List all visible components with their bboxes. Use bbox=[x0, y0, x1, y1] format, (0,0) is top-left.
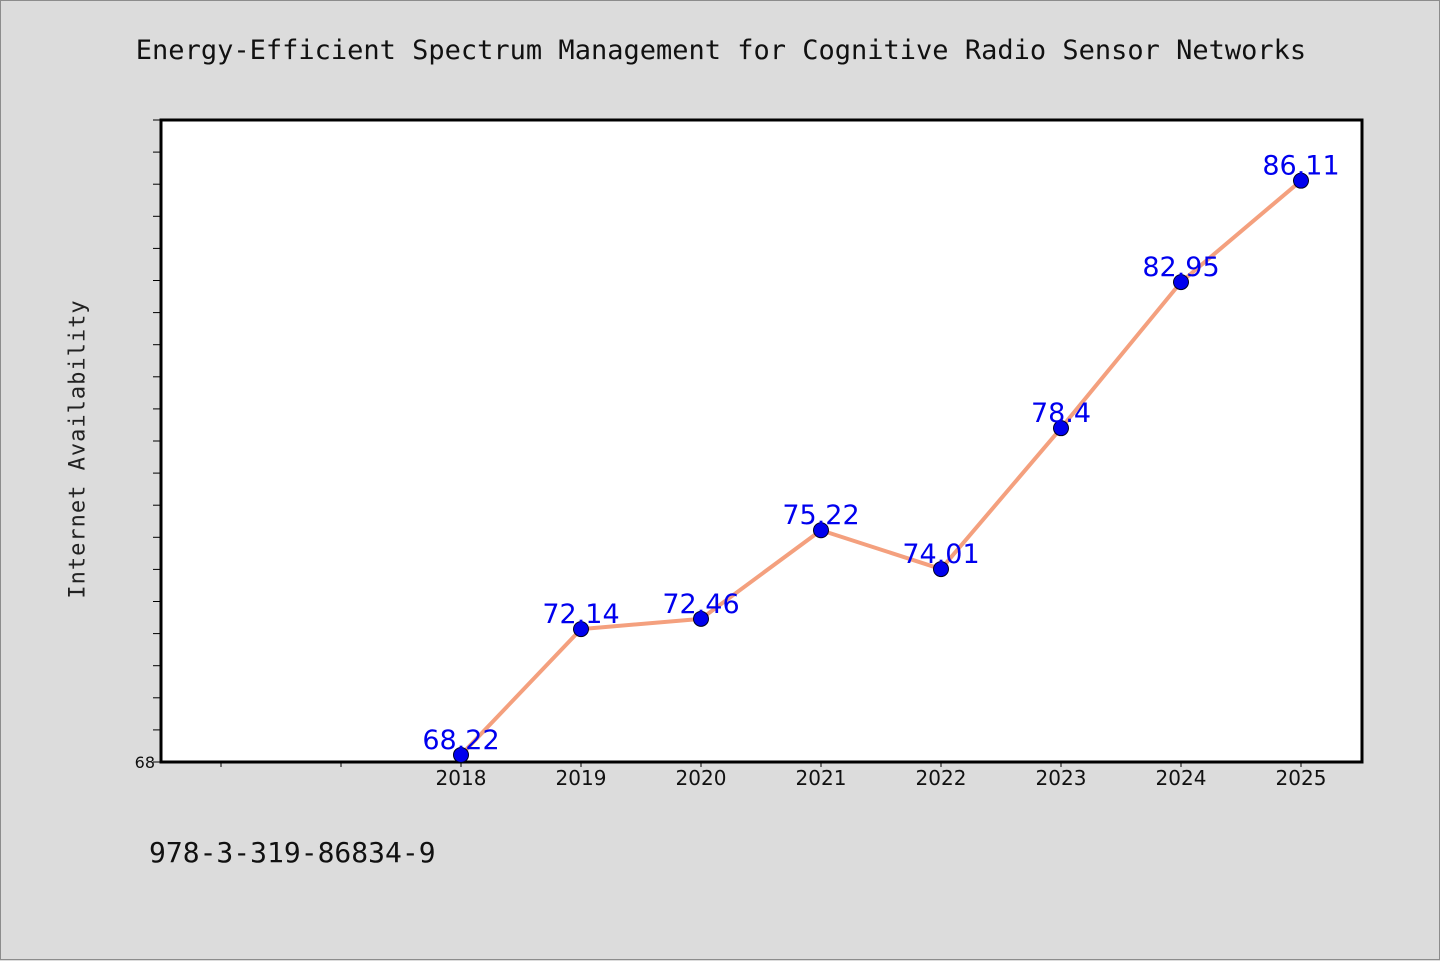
x-tick-label: 2020 bbox=[676, 766, 727, 790]
y-axis-ticks: 68 bbox=[135, 119, 161, 772]
x-tick-label: 2024 bbox=[1156, 766, 1207, 790]
x-tick-label: 2023 bbox=[1036, 766, 1087, 790]
x-tick-label: 2025 bbox=[1276, 766, 1327, 790]
data-label: 72.46 bbox=[662, 589, 739, 620]
data-label: 72.14 bbox=[542, 599, 619, 630]
data-point bbox=[813, 522, 829, 539]
x-tick-label: 2021 bbox=[796, 766, 847, 790]
data-label: 68.22 bbox=[422, 725, 499, 756]
series-markers bbox=[453, 172, 1309, 763]
x-tick-label: 2018 bbox=[436, 766, 487, 790]
data-point bbox=[573, 621, 589, 638]
x-tick-label: 2019 bbox=[556, 766, 607, 790]
y-tick-label: 68 bbox=[135, 753, 155, 772]
chart-title: Energy-Efficient Spectrum Management for… bbox=[135, 35, 1307, 66]
x-tick-label: 2022 bbox=[916, 766, 967, 790]
data-labels: 68.22 72.14 72.46 75.22 74.01 78.4 82.95 86.11 bbox=[422, 151, 1339, 756]
data-label: 75.22 bbox=[782, 500, 859, 531]
data-point bbox=[453, 746, 469, 763]
plot-area bbox=[159, 118, 1364, 764]
x-axis-ticks: 2018 2019 2020 2021 2022 2023 2024 2025 bbox=[220, 762, 1327, 790]
data-label: 78.4 bbox=[1031, 398, 1091, 429]
data-point bbox=[693, 610, 709, 627]
data-point bbox=[1053, 420, 1069, 437]
data-label: 86.11 bbox=[1262, 151, 1339, 182]
data-point bbox=[933, 561, 949, 578]
data-label: 82.95 bbox=[1142, 252, 1219, 283]
series-line bbox=[459, 179, 1303, 757]
data-point bbox=[1173, 274, 1189, 291]
data-label: 74.01 bbox=[902, 539, 979, 570]
data-point bbox=[1293, 172, 1309, 189]
isbn-footnote: 978-3-319-86834-9 bbox=[149, 836, 436, 869]
